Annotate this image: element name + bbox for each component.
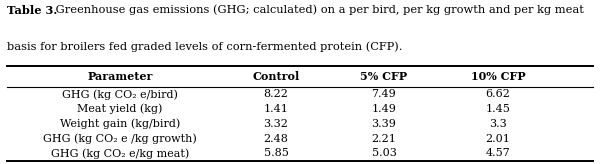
Text: 8.22: 8.22 — [263, 89, 289, 99]
Text: 1.45: 1.45 — [485, 104, 511, 114]
Text: 4.57: 4.57 — [485, 148, 511, 158]
Text: 2.48: 2.48 — [263, 134, 289, 144]
Text: 3.3: 3.3 — [489, 119, 507, 129]
Text: 5% CFP: 5% CFP — [361, 71, 407, 82]
Text: 5.85: 5.85 — [263, 148, 289, 158]
Text: GHG (kg CO₂ e /kg growth): GHG (kg CO₂ e /kg growth) — [43, 133, 197, 144]
Text: 6.62: 6.62 — [485, 89, 511, 99]
Text: 3.32: 3.32 — [263, 119, 289, 129]
Text: Greenhouse gas emissions (GHG; calculated) on a per bird, per kg growth and per : Greenhouse gas emissions (GHG; calculate… — [52, 5, 584, 15]
Text: 2.21: 2.21 — [371, 134, 397, 144]
Text: 2.01: 2.01 — [485, 134, 511, 144]
Text: GHG (kg CO₂ e/bird): GHG (kg CO₂ e/bird) — [62, 89, 178, 100]
Text: 10% CFP: 10% CFP — [470, 71, 526, 82]
Text: Table 3.: Table 3. — [7, 5, 58, 16]
Text: Weight gain (kg/bird): Weight gain (kg/bird) — [60, 119, 180, 129]
Text: GHG (kg CO₂ e/kg meat): GHG (kg CO₂ e/kg meat) — [51, 148, 189, 159]
Text: 1.49: 1.49 — [371, 104, 397, 114]
Text: basis for broilers fed graded levels of corn-fermented protein (CFP).: basis for broilers fed graded levels of … — [7, 41, 403, 51]
Text: 7.49: 7.49 — [371, 89, 397, 99]
Text: Parameter: Parameter — [88, 71, 152, 82]
Text: 1.41: 1.41 — [263, 104, 289, 114]
Text: 3.39: 3.39 — [371, 119, 397, 129]
Text: 5.03: 5.03 — [371, 148, 397, 158]
Text: Meat yield (kg): Meat yield (kg) — [77, 104, 163, 114]
Text: Control: Control — [253, 71, 299, 82]
